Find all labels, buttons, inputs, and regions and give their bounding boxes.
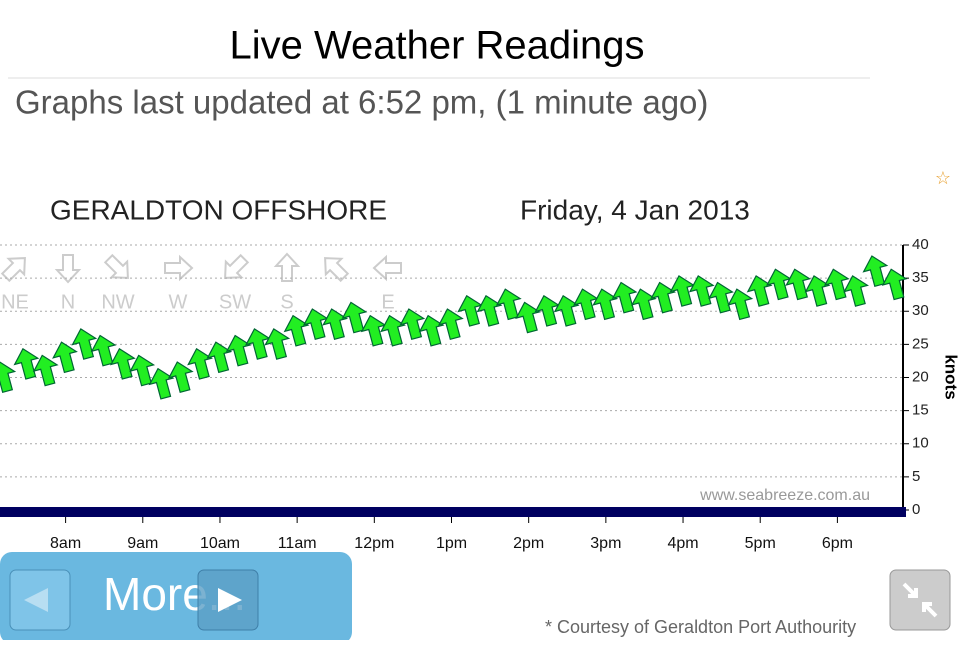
collapse-icon bbox=[902, 582, 938, 618]
wind-arrow bbox=[418, 314, 445, 347]
direction-icon bbox=[324, 257, 350, 283]
x-tick-label: 6pm bbox=[822, 535, 853, 552]
direction-icon bbox=[372, 254, 402, 282]
wind-arrow bbox=[804, 275, 831, 307]
x-tick-label: 10am bbox=[200, 535, 240, 552]
wind-arrow bbox=[71, 328, 98, 360]
y-tick-label: 35 bbox=[912, 269, 929, 286]
wind-arrow bbox=[167, 361, 194, 394]
station-name: GERALDTON OFFSHORE bbox=[50, 194, 387, 225]
direction-icon bbox=[224, 253, 250, 279]
x-tick-label: 8am bbox=[50, 535, 81, 552]
wind-arrow bbox=[0, 361, 17, 394]
credit: * Courtesy of Geraldton Port Authourity bbox=[545, 617, 856, 637]
wind-arrow bbox=[862, 255, 889, 288]
page-title: Live Weather Readings bbox=[229, 24, 644, 68]
wind-arrow bbox=[264, 328, 291, 360]
wind-arrow bbox=[341, 301, 368, 334]
wind-arrow bbox=[650, 281, 677, 314]
wind-arrow bbox=[399, 308, 426, 341]
wind-arrow bbox=[611, 281, 638, 314]
direction-icon bbox=[273, 252, 301, 282]
y-tick-label: 30 bbox=[912, 302, 929, 319]
wind-arrow bbox=[553, 294, 580, 327]
x-tick-label: 1pm bbox=[436, 535, 467, 552]
wind-arrow bbox=[630, 288, 657, 321]
direction-label: N bbox=[61, 291, 75, 313]
wind-arrow bbox=[13, 347, 40, 380]
wind-arrow bbox=[843, 275, 869, 307]
wind-arrow bbox=[476, 294, 503, 327]
direction-label: NW bbox=[101, 291, 134, 313]
y-axis-label: knots bbox=[942, 354, 960, 399]
wind-arrow bbox=[52, 341, 78, 374]
prev-icon bbox=[24, 588, 48, 612]
x-tick-label: 9am bbox=[127, 535, 158, 552]
wind-arrow bbox=[322, 308, 349, 341]
direction-label: W bbox=[169, 291, 188, 313]
direction-label: SW bbox=[219, 291, 251, 313]
wind-arrow bbox=[129, 354, 156, 387]
direction-icon bbox=[54, 254, 82, 284]
wind-arrow bbox=[881, 268, 908, 301]
update-status: Graphs last updated at 6:52 pm, (1 minut… bbox=[15, 84, 708, 121]
more-button[interactable] bbox=[0, 552, 352, 644]
x-tick-label: 5pm bbox=[745, 535, 776, 552]
wind-arrow bbox=[32, 354, 59, 387]
wind-arrow bbox=[708, 281, 734, 314]
wind-arrow bbox=[109, 347, 136, 380]
wind-arrow bbox=[90, 334, 117, 367]
y-tick-label: 0 bbox=[912, 501, 920, 518]
wind-arrow bbox=[437, 308, 464, 341]
wind-arrow bbox=[380, 314, 406, 347]
x-tick-label: 3pm bbox=[590, 535, 621, 552]
wind-arrow bbox=[592, 288, 619, 321]
direction-label: E bbox=[381, 291, 394, 313]
collapse-button[interactable] bbox=[889, 569, 951, 631]
y-tick-label: 40 bbox=[912, 236, 929, 253]
wind-arrow bbox=[515, 301, 541, 334]
y-tick-label: 25 bbox=[912, 335, 929, 352]
wind-arrow bbox=[688, 275, 715, 307]
wind-arrow bbox=[495, 288, 522, 321]
direction-label: NE bbox=[1, 291, 29, 313]
x-tick-label: 12pm bbox=[354, 535, 394, 552]
plot: NE N NW W SW S E 0 5 10 15 20 25 30 35 40 bbox=[0, 236, 929, 518]
x-tick-label: 4pm bbox=[667, 535, 698, 552]
wind-arrow bbox=[148, 367, 175, 400]
x-tick-label: 2pm bbox=[513, 535, 544, 552]
wind-arrow bbox=[823, 268, 850, 301]
x-tick-label: 11am bbox=[278, 535, 317, 552]
y-tick-label: 20 bbox=[912, 368, 929, 385]
y-tick-label: 10 bbox=[912, 435, 929, 452]
chart-date: Friday, 4 Jan 2013 bbox=[520, 194, 750, 225]
wind-arrow bbox=[225, 334, 252, 367]
wind-arrow bbox=[727, 288, 754, 321]
favorite-star[interactable]: ☆ bbox=[935, 168, 951, 188]
watermark: www.seabreeze.com.au bbox=[699, 487, 870, 504]
direction-icon bbox=[164, 254, 194, 282]
time-bar bbox=[0, 507, 906, 517]
direction-icon bbox=[0, 257, 26, 283]
y-tick-label: 15 bbox=[912, 402, 929, 419]
wind-arrow bbox=[206, 341, 233, 374]
wind-arrow bbox=[746, 275, 773, 307]
wind-arrow bbox=[187, 347, 213, 380]
y-tick-label: 5 bbox=[912, 468, 920, 485]
next-icon bbox=[218, 588, 242, 612]
direction-icon bbox=[103, 253, 129, 279]
wind-arrow bbox=[785, 268, 812, 301]
direction-label: S bbox=[280, 291, 293, 313]
wind-arrow bbox=[283, 314, 310, 347]
